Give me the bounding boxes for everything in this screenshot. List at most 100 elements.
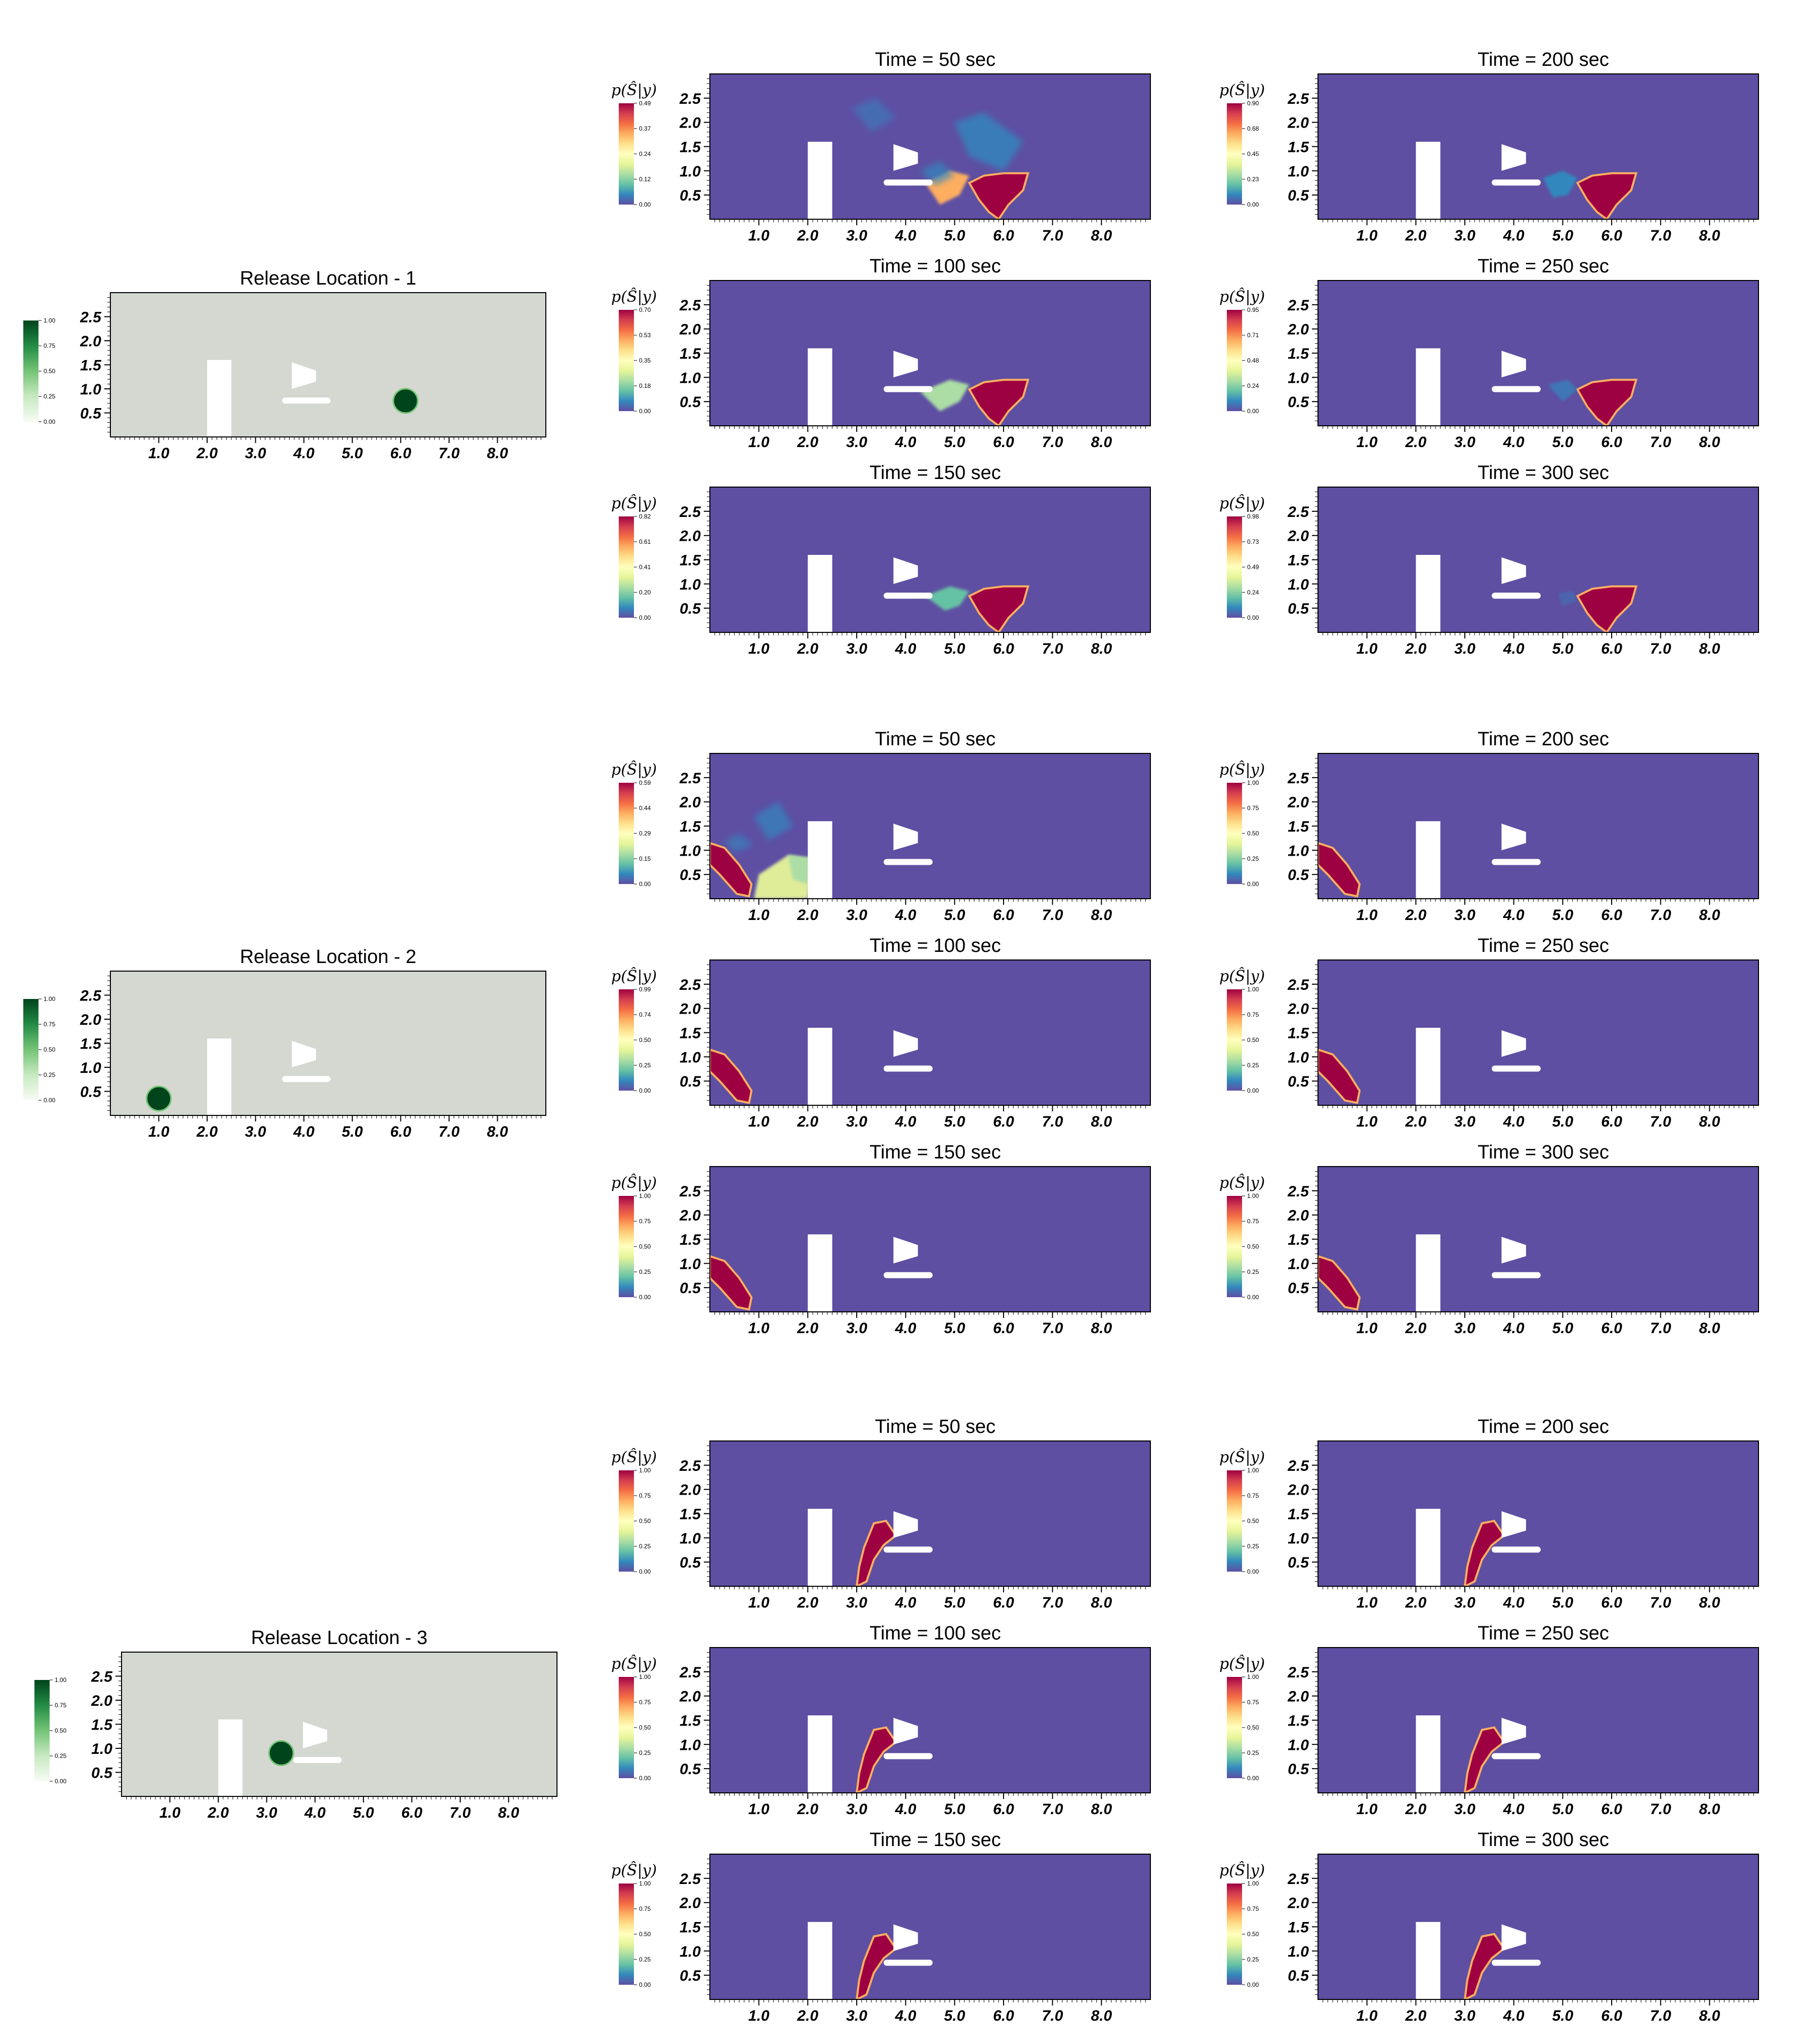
panel-title: Time = 250 sec bbox=[1477, 256, 1609, 277]
colorbar-tick-label: 0.68 bbox=[1247, 125, 1259, 132]
x-tick-label: 3.0 bbox=[1454, 2008, 1475, 2024]
colorbar-tick-label: 0.00 bbox=[1247, 201, 1259, 208]
colorbar-tick-label: 0.75 bbox=[1247, 805, 1259, 812]
high-probability-region bbox=[710, 1255, 753, 1311]
x-tick-label: 5.0 bbox=[944, 1594, 965, 1611]
panel-title: Time = 300 sec bbox=[1477, 1142, 1609, 1163]
panel-title: Time = 50 sec bbox=[875, 1416, 995, 1437]
x-tick-label: 4.0 bbox=[895, 907, 916, 924]
y-tick-label: 2.5 bbox=[1287, 1664, 1309, 1681]
colorbar-tick-label: 0.50 bbox=[1247, 1036, 1259, 1044]
x-tick-label: 2.0 bbox=[207, 1805, 229, 1821]
x-tick-label: 5.0 bbox=[944, 640, 965, 657]
x-tick-label: 7.0 bbox=[1650, 1320, 1671, 1337]
colorbar bbox=[619, 783, 634, 884]
colorbar-label: p(Ŝ|y) bbox=[1219, 1448, 1265, 1466]
x-tick-label: 3.0 bbox=[846, 434, 867, 451]
plume-layer bbox=[710, 1027, 933, 1105]
time-panel: Time = 300 sec 1.0 2.0 3.0 4.0 5.0 6.0 7.0 8.0 2.… bbox=[1219, 462, 1759, 657]
colorbar-tick-label: 0.00 bbox=[639, 201, 651, 208]
x-tick-label: 2.0 bbox=[796, 1113, 818, 1130]
x-tick-label: 4.0 bbox=[1503, 227, 1525, 244]
plume-layer bbox=[710, 1234, 933, 1312]
y-tick-label: 1.5 bbox=[680, 1025, 701, 1042]
colorbar-tick-label: 0.25 bbox=[1247, 1062, 1259, 1069]
bar-obstacle bbox=[1492, 1753, 1541, 1759]
x-tick-label: 7.0 bbox=[450, 1805, 471, 1821]
x-tick-label: 8.0 bbox=[1699, 1594, 1720, 1611]
y-tick-label: 2.0 bbox=[1287, 1895, 1309, 1912]
x-tick-label: 1.0 bbox=[148, 1124, 170, 1140]
y-tick-label: 0.5 bbox=[1288, 1968, 1309, 1984]
colorbar-tick-label: 0.25 bbox=[55, 1752, 67, 1759]
x-tick-label: 4.0 bbox=[1503, 1320, 1525, 1337]
colorbar bbox=[1227, 1470, 1242, 1572]
x-tick-label: 6.0 bbox=[993, 1801, 1014, 1818]
panel-title: Release Location - 2 bbox=[240, 946, 417, 968]
plume-layer bbox=[808, 98, 1029, 219]
y-tick-label: 2.0 bbox=[679, 115, 701, 132]
colorbar-tick-label: 1.00 bbox=[639, 1192, 651, 1199]
colorbar-tick-label: 0.25 bbox=[639, 1749, 651, 1756]
colorbar-tick-label: 0.75 bbox=[44, 1021, 56, 1028]
x-tick-label: 4.0 bbox=[895, 1594, 916, 1611]
y-tick-label: 1.5 bbox=[1288, 346, 1309, 363]
time-panel: Time = 300 sec 1.0 2.0 3.0 4.0 5.0 6.0 7.0 8.0 2.… bbox=[1219, 1142, 1759, 1337]
x-tick-label: 7.0 bbox=[1042, 227, 1063, 244]
colorbar-label: p(Ŝ|y) bbox=[1219, 967, 1265, 985]
colorbar bbox=[1227, 516, 1242, 618]
colorbar-tick-label: 0.00 bbox=[639, 408, 651, 415]
x-tick-label: 3.0 bbox=[1454, 227, 1475, 244]
x-tick-label: 6.0 bbox=[993, 1594, 1014, 1611]
high-probability-region bbox=[1463, 1519, 1506, 1586]
colorbar-label: p(Ŝ|y) bbox=[1219, 288, 1265, 306]
y-tick-label: 1.0 bbox=[1288, 843, 1309, 859]
colorbar-tick-label: 0.99 bbox=[639, 986, 651, 993]
y-tick-label: 2.5 bbox=[1287, 504, 1309, 520]
x-tick-label: 4.0 bbox=[1503, 1801, 1525, 1818]
colorbar-label: p(Ŝ|y) bbox=[611, 1655, 657, 1673]
x-tick-label: 8.0 bbox=[1091, 2008, 1112, 2024]
y-tick-label: 2.5 bbox=[1287, 1871, 1309, 1888]
colorbar-label: p(Ŝ|y) bbox=[611, 494, 657, 512]
probability-background bbox=[710, 960, 1150, 1105]
x-tick-label: 8.0 bbox=[1699, 1801, 1720, 1818]
x-tick-label: 4.0 bbox=[895, 227, 916, 244]
colorbar-tick-label: 0.50 bbox=[44, 1046, 56, 1053]
x-tick-label: 5.0 bbox=[1552, 227, 1573, 244]
x-tick-label: 3.0 bbox=[1454, 640, 1475, 657]
x-tick-label: 6.0 bbox=[1601, 1320, 1622, 1337]
panel-title: Time = 50 sec bbox=[875, 49, 995, 70]
building-obstacle bbox=[1416, 1508, 1441, 1586]
y-tick-label: 2.5 bbox=[679, 977, 701, 993]
colorbar-tick-label: 0.50 bbox=[55, 1727, 67, 1734]
time-panel: Time = 100 sec 1.0 2.0 3.0 4.0 5.0 6.0 7.0 8.0 2.… bbox=[611, 256, 1151, 451]
x-tick-label: 8.0 bbox=[1091, 640, 1112, 657]
y-tick-label: 2.0 bbox=[1287, 1001, 1309, 1018]
x-tick-label: 5.0 bbox=[944, 1113, 965, 1130]
release-3-panel: Release Location - 3 1.0 2.0 3.0 4.0 5.0 6.0 7.… bbox=[34, 1627, 557, 1821]
bar-obstacle bbox=[884, 859, 933, 865]
y-tick-label: 2.0 bbox=[1287, 528, 1309, 545]
x-tick-label: 5.0 bbox=[944, 434, 965, 451]
colorbar-tick-label: 1.00 bbox=[1247, 1467, 1259, 1474]
y-tick-label: 0.5 bbox=[680, 1554, 701, 1571]
bar-obstacle bbox=[1492, 859, 1541, 865]
y-tick-label: 2.0 bbox=[79, 1012, 101, 1028]
colorbar-tick-label: 0.75 bbox=[44, 342, 56, 349]
bar-obstacle bbox=[1492, 592, 1541, 599]
colorbar bbox=[1227, 989, 1242, 1091]
plume-layer bbox=[1416, 1508, 1541, 1586]
colorbar-tick-label: 1.00 bbox=[1247, 1192, 1259, 1199]
y-tick-label: 2.5 bbox=[1287, 1183, 1309, 1200]
y-tick-label: 1.0 bbox=[680, 163, 701, 180]
bar-obstacle bbox=[884, 1272, 933, 1278]
x-tick-label: 5.0 bbox=[1552, 434, 1573, 451]
colorbar-tick-label: 0.49 bbox=[639, 100, 651, 107]
colorbar-tick-label: 0.75 bbox=[1247, 1218, 1259, 1225]
panel-title: Time = 50 sec bbox=[875, 729, 995, 750]
wedge-obstacle bbox=[893, 823, 918, 851]
colorbar-tick-label: 0.24 bbox=[1247, 382, 1259, 389]
x-tick-label: 7.0 bbox=[1042, 1320, 1063, 1337]
wedge-obstacle bbox=[893, 1030, 918, 1057]
